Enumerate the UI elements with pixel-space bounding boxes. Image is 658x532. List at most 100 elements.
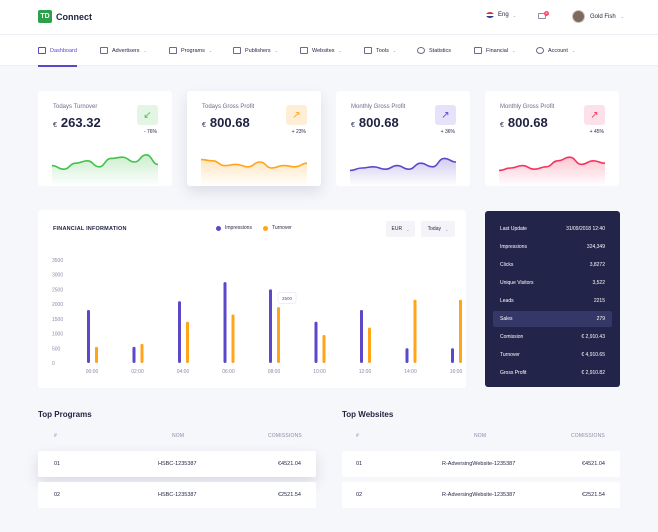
kpi-card-monthly-gross-profit[interactable]: Monthly Gross Profit € 800.68 ↗ + 36% <box>336 91 470 186</box>
col-header-commissions: COMISSIONS <box>268 433 302 439</box>
y-tick-label: 2500 <box>52 287 63 293</box>
stat-value: 324,349 <box>586 244 605 250</box>
table-row[interactable]: 01 HSBC-1235387 €4521.04 <box>38 451 316 477</box>
stat-label: Last Update <box>500 226 527 232</box>
pie-icon <box>417 47 425 54</box>
nav-advertisers[interactable]: Advertisers ⌄ <box>100 35 147 66</box>
col-header-num: # <box>356 433 359 439</box>
notifications-button[interactable]: 3 <box>538 11 549 21</box>
table-row[interactable]: 02 R-AdversingWebsite-1235387 €2521.54 <box>342 482 620 508</box>
table-row[interactable]: 02 HSBC-1235387 €2521.54 <box>38 482 316 508</box>
kpi-currency: € <box>351 122 355 129</box>
nav-publishers[interactable]: Publishers ⌄ <box>233 35 278 66</box>
bar-impressions[interactable] <box>269 289 272 363</box>
kpi-currency: € <box>53 122 57 129</box>
bar-turnover[interactable] <box>140 343 144 363</box>
bar-turnover[interactable] <box>413 299 417 363</box>
kpi-value: € 800.68 <box>202 115 250 130</box>
kpi-value: € 800.68 <box>351 115 399 130</box>
language-selector[interactable]: Eng ⌄ <box>486 12 516 18</box>
nav-label: Account <box>548 47 568 54</box>
bar-impressions[interactable] <box>360 310 363 363</box>
kpi-value: € 800.68 <box>500 115 548 130</box>
bar-impressions[interactable] <box>87 310 90 363</box>
bar-impressions[interactable] <box>314 321 318 363</box>
y-tick-label: 500 <box>52 346 61 352</box>
kpi-delta: + 23% <box>291 129 306 135</box>
bar-turnover[interactable] <box>277 307 280 363</box>
chevron-down-icon: ⌄ <box>392 48 397 53</box>
bar-turnover[interactable] <box>322 335 326 363</box>
kpi-title: Monthly Gross Profit <box>500 104 555 110</box>
kpi-card-todays-gross-profit[interactable]: Todays Gross Profit € 800.68 ↗ + 23% <box>187 91 321 186</box>
legend-turnover[interactable]: Turnover <box>263 225 292 231</box>
nav-dashboard[interactable]: Dashboard <box>38 35 77 67</box>
col-header-nom: NOM <box>172 433 185 439</box>
nav-financial[interactable]: Financial ⌄ <box>474 35 515 66</box>
y-tick-label: 1500 <box>52 317 63 323</box>
kpi-delta: + 45% <box>589 129 604 135</box>
legend-impressions[interactable]: Impressions <box>216 225 252 231</box>
bar-turnover[interactable] <box>368 327 371 363</box>
nav-websites[interactable]: Websites ⌄ <box>300 35 342 66</box>
stat-row: Clicks 3,8272 <box>493 257 612 273</box>
arrow-up-right-icon: ↗ <box>286 105 307 125</box>
currency-select[interactable]: EUR ⌄ <box>386 221 415 237</box>
chevron-down-icon: ⌄ <box>444 226 449 232</box>
kpi-number: 800.68 <box>209 115 250 130</box>
nav-programs[interactable]: Programs ⌄ <box>169 35 212 66</box>
bar-turnover[interactable] <box>231 314 235 363</box>
y-tick-label: 2000 <box>52 302 63 308</box>
select-value: Today <box>427 226 441 232</box>
nav-account[interactable]: Account ⌄ <box>536 35 575 66</box>
stat-label: Gross Profit <box>500 370 527 376</box>
x-tick-label: 10:00 <box>313 369 326 375</box>
stat-value: 2215 <box>593 298 605 304</box>
bar-tooltip: 2500 <box>277 292 297 304</box>
bar-impressions[interactable] <box>223 282 227 363</box>
user-menu[interactable]: Gold Fish ⌄ <box>572 10 624 23</box>
stat-label: Unique Visitors <box>500 280 534 286</box>
stat-row: Gross Profit € 2,910.82 <box>493 365 612 381</box>
stat-row: Leads 2215 <box>493 293 612 309</box>
notification-badge: 3 <box>544 11 549 16</box>
stat-row: Comission € 2,910.43 <box>493 329 612 345</box>
stat-value: € 2,910.43 <box>581 334 605 340</box>
megaphone-icon <box>100 47 108 54</box>
legend-dot <box>263 225 268 231</box>
nav-label: Websites <box>312 47 335 54</box>
bar-impressions[interactable] <box>178 301 181 363</box>
table-row[interactable]: 01 R-AdversingWebsite-1235387 €4521.04 <box>342 451 620 477</box>
nav-statistics[interactable]: Statistics <box>417 35 451 66</box>
bar-turnover[interactable] <box>186 321 189 363</box>
x-tick-label: 14:00 <box>404 369 417 375</box>
chevron-down-icon: ⌄ <box>208 48 213 53</box>
kpi-card-monthly-gross-profit-2[interactable]: Monthly Gross Profit € 800.68 ↗ + 45% <box>485 91 619 186</box>
tooltip-label: 2500 <box>282 296 293 301</box>
top-bar: TD Connect Eng ⌄ 3 Gold Fish ⌄ <box>0 0 658 34</box>
row-value: €2521.54 <box>582 492 605 498</box>
arrow-up-right-icon: ↗ <box>584 105 605 125</box>
sparkline-line <box>349 157 457 172</box>
kpi-title: Todays Turnover <box>53 104 98 110</box>
bar-impressions[interactable] <box>405 348 409 363</box>
kpi-delta: - 76% <box>143 129 157 135</box>
www-icon <box>300 47 308 54</box>
period-select[interactable]: Today ⌄ <box>421 221 455 237</box>
bar-impressions[interactable] <box>451 348 454 363</box>
bar-turnover[interactable] <box>459 299 462 363</box>
kpi-currency: € <box>202 122 206 129</box>
row-name: R-AdversingWebsite-1235387 <box>442 492 516 498</box>
logo[interactable]: TD Connect <box>38 10 92 23</box>
stat-value: 3,8272 <box>589 262 605 268</box>
x-tick-label: 06:00 <box>222 369 235 375</box>
layers-icon <box>169 47 177 54</box>
kpi-card-todays-turnover[interactable]: Todays Turnover € 263.32 ↙ - 76% <box>38 91 172 186</box>
nav-tools[interactable]: Tools ⌄ <box>364 35 396 66</box>
bar-impressions[interactable] <box>132 346 136 363</box>
y-tick-label: 3500 <box>52 258 63 264</box>
kpi-currency: € <box>500 122 504 129</box>
bar-turnover[interactable] <box>95 346 98 363</box>
kpi-value: € 263.32 <box>53 115 101 130</box>
user-name: Gold Fish <box>590 13 616 20</box>
